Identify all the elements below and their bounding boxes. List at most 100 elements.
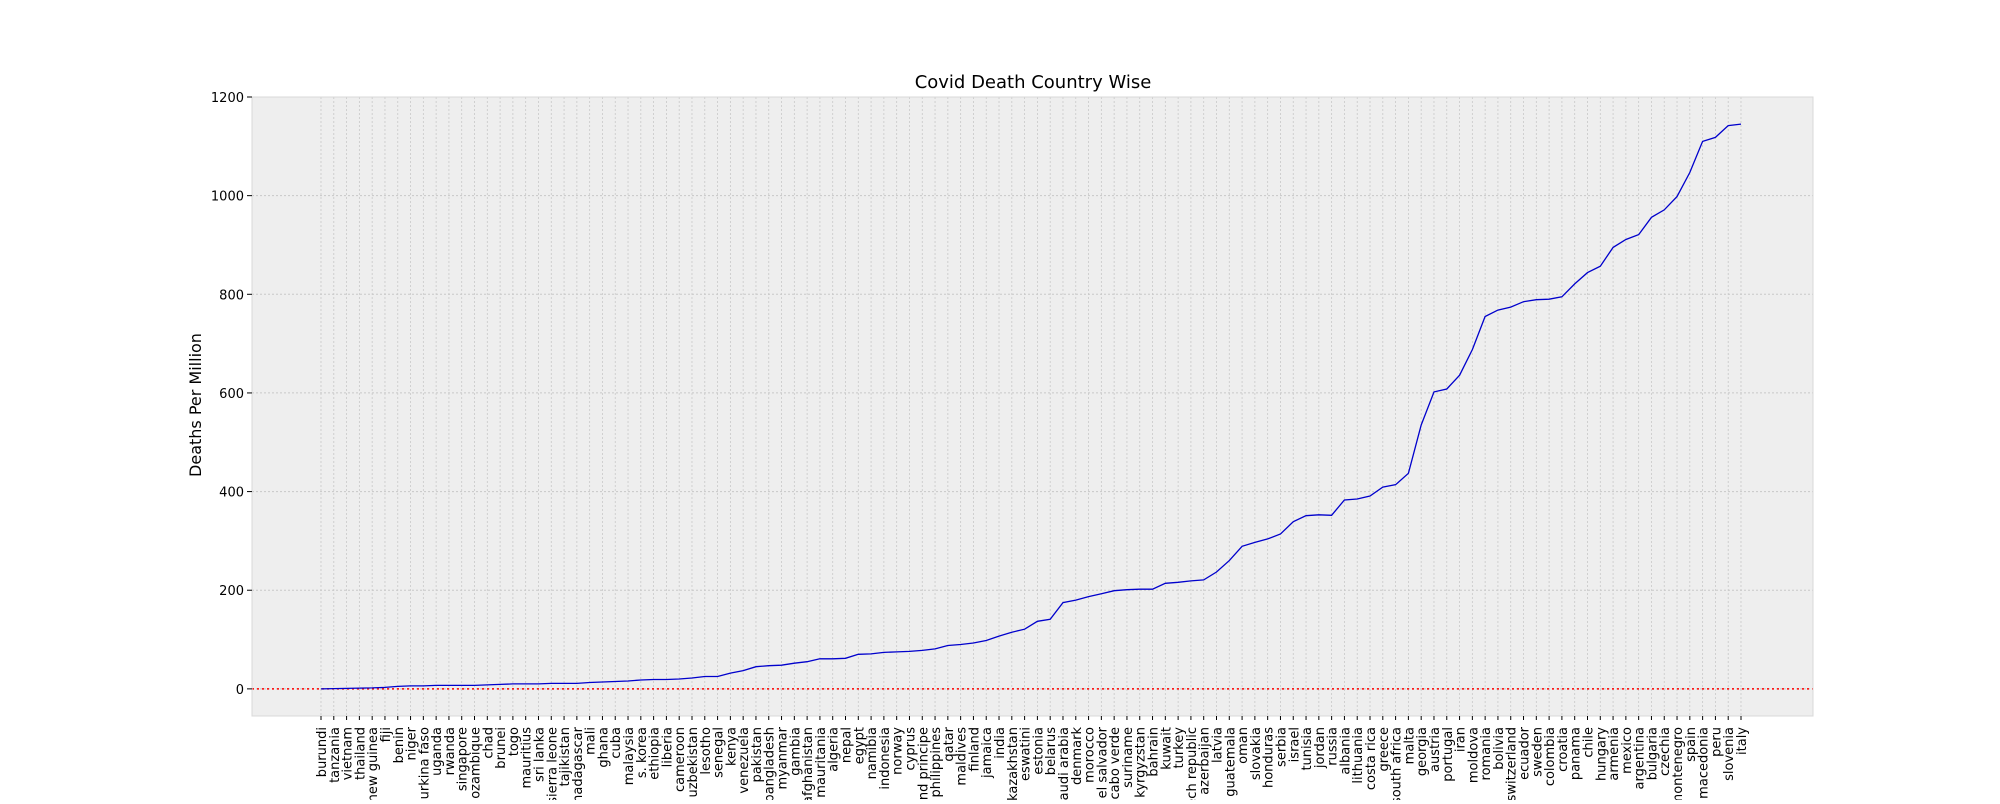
- plot-area: [252, 97, 1813, 716]
- x-tick-label: argentina: [1633, 727, 1648, 790]
- x-tick-label: belarus: [1044, 727, 1059, 775]
- x-tick-label: sri lanka: [532, 727, 547, 782]
- x-tick-label: montenegro: [1671, 727, 1686, 800]
- y-tick-label: 0: [236, 683, 244, 698]
- x-tick-label: uganda: [430, 727, 445, 776]
- x-tick-label: uzbekistan: [686, 727, 701, 798]
- x-tick-label: hungary: [1594, 727, 1609, 781]
- x-tick-label: burundi: [315, 727, 330, 777]
- x-tick-label: mauritius: [520, 727, 535, 789]
- x-tick-label: croatia: [1556, 727, 1571, 772]
- x-tick-label: south africa: [1390, 727, 1405, 800]
- x-tick-label: czechia: [1658, 727, 1673, 776]
- x-tick-label: sierra leone: [545, 727, 560, 800]
- x-tick-label: liberia: [660, 727, 675, 767]
- x-tick-label: rwanda: [443, 727, 458, 775]
- x-tick-label: georgia: [1415, 727, 1430, 776]
- x-tick-label: ethiopia: [648, 727, 663, 780]
- x-tick-label: romania: [1479, 727, 1494, 780]
- x-tick-label: chad: [481, 727, 496, 759]
- plot-frame: [251, 96, 1814, 717]
- x-tick-label: benin: [392, 727, 407, 763]
- x-tick-label: maldives: [955, 727, 970, 786]
- x-tick-label: saudi arabia: [1057, 727, 1072, 800]
- x-tick-label: malaysia: [622, 727, 637, 785]
- series-line: [320, 123, 1742, 690]
- x-tick-label: turkey: [1172, 727, 1187, 769]
- x-tick-label: senegal: [712, 727, 727, 778]
- x-tick-label: mozambique: [469, 727, 484, 800]
- x-tick-label: qatar: [942, 726, 957, 761]
- y-tick-label: 800: [219, 288, 244, 303]
- x-tick-label: norway: [891, 727, 906, 775]
- x-tick-label: mali: [584, 727, 599, 755]
- x-tick-label: madagascar: [571, 726, 586, 800]
- x-tick-label: indonesia: [878, 727, 893, 790]
- y-tick-label: 1200: [211, 91, 244, 106]
- x-tick-label: serbia: [1274, 727, 1289, 767]
- x-tick-label: moldova: [1466, 727, 1481, 783]
- x-tick-label: sweden: [1530, 727, 1545, 777]
- x-tick-label: brunei: [494, 727, 509, 769]
- x-tick-label: eswatini: [1019, 727, 1034, 781]
- x-tick-label: venezuela: [737, 727, 752, 794]
- x-tick-label: azerbaijan: [1198, 727, 1213, 795]
- x-tick-label: bulgaria: [1645, 727, 1660, 780]
- x-tick-label: myanmar: [776, 726, 791, 789]
- y-tick-label: 1000: [211, 190, 244, 205]
- x-tick-label: suriname: [1121, 727, 1136, 788]
- x-tick-label: mauritania: [814, 727, 829, 798]
- x-tick-label: cyprus: [903, 727, 918, 771]
- x-tick-label: bahrain: [1147, 727, 1162, 777]
- x-tick-label: fiji: [379, 727, 394, 742]
- x-tick-label: kyrgyzstan: [1134, 727, 1149, 798]
- x-tick-label: chile: [1581, 727, 1596, 758]
- x-tick-label: macedonia: [1697, 727, 1712, 799]
- x-tick-label: morocco: [1083, 727, 1098, 783]
- x-tick-label: kuwait: [1159, 727, 1174, 770]
- x-tick-label: gambia: [788, 727, 803, 776]
- x-tick-label: kazakhstan: [1006, 727, 1021, 800]
- x-tick-label: jordan: [1313, 727, 1328, 769]
- y-tick-label: 600: [219, 387, 244, 402]
- x-tick-label: lesotho: [699, 727, 714, 775]
- x-tick-label: armenia: [1607, 727, 1622, 781]
- x-tick-label: czech republic: [1185, 727, 1200, 800]
- x-tick-label: thailand: [353, 727, 368, 780]
- x-tick-label: slovenia: [1722, 727, 1737, 781]
- x-tick-label: denmark: [1070, 727, 1085, 785]
- x-tick-label: burkina faso: [417, 727, 432, 800]
- x-tick-label: switzerland: [1505, 727, 1520, 800]
- x-tick-label: and principe: [916, 727, 931, 800]
- chart-title: Covid Death Country Wise: [915, 72, 1152, 93]
- x-tick-label: oman: [1236, 727, 1251, 764]
- x-tick-label: s. korea: [635, 727, 650, 778]
- x-tick-label: kenya: [724, 727, 739, 766]
- x-tick-label: albania: [1338, 727, 1353, 775]
- x-tick-label: vietnam: [341, 727, 356, 780]
- x-tick-label: jamaica: [980, 727, 995, 779]
- x-tick-label: mexico: [1620, 727, 1635, 774]
- x-tick-label: niger: [405, 726, 420, 760]
- y-axis-label: Deaths Per Million: [186, 333, 205, 477]
- x-tick-label: cabo verde: [1108, 727, 1123, 800]
- x-tick-label: austria: [1428, 727, 1443, 772]
- x-tick-label: panama: [1569, 727, 1584, 780]
- x-tick-label: colombia: [1543, 727, 1558, 786]
- x-tick-label: afghanistan: [801, 727, 816, 800]
- x-tick-label: russia: [1326, 727, 1341, 766]
- x-tick-label: spain: [1684, 727, 1699, 762]
- x-tick-label: iran: [1454, 727, 1469, 752]
- x-tick-label: singapore: [456, 727, 471, 791]
- x-tick-label: cuba: [609, 727, 624, 759]
- x-tick-label: lithuania: [1351, 727, 1366, 784]
- x-tick-label: greece: [1377, 727, 1392, 771]
- x-tick-label: estonia: [1031, 727, 1046, 775]
- x-tick-label: el salvador: [1095, 726, 1110, 798]
- x-tick-label: philippines: [929, 727, 944, 798]
- x-tick-label: honduras: [1262, 727, 1277, 788]
- x-tick-label: namibia: [865, 727, 880, 779]
- x-tick-label: pakistan: [750, 727, 765, 782]
- x-tick-label: israel: [1287, 727, 1302, 762]
